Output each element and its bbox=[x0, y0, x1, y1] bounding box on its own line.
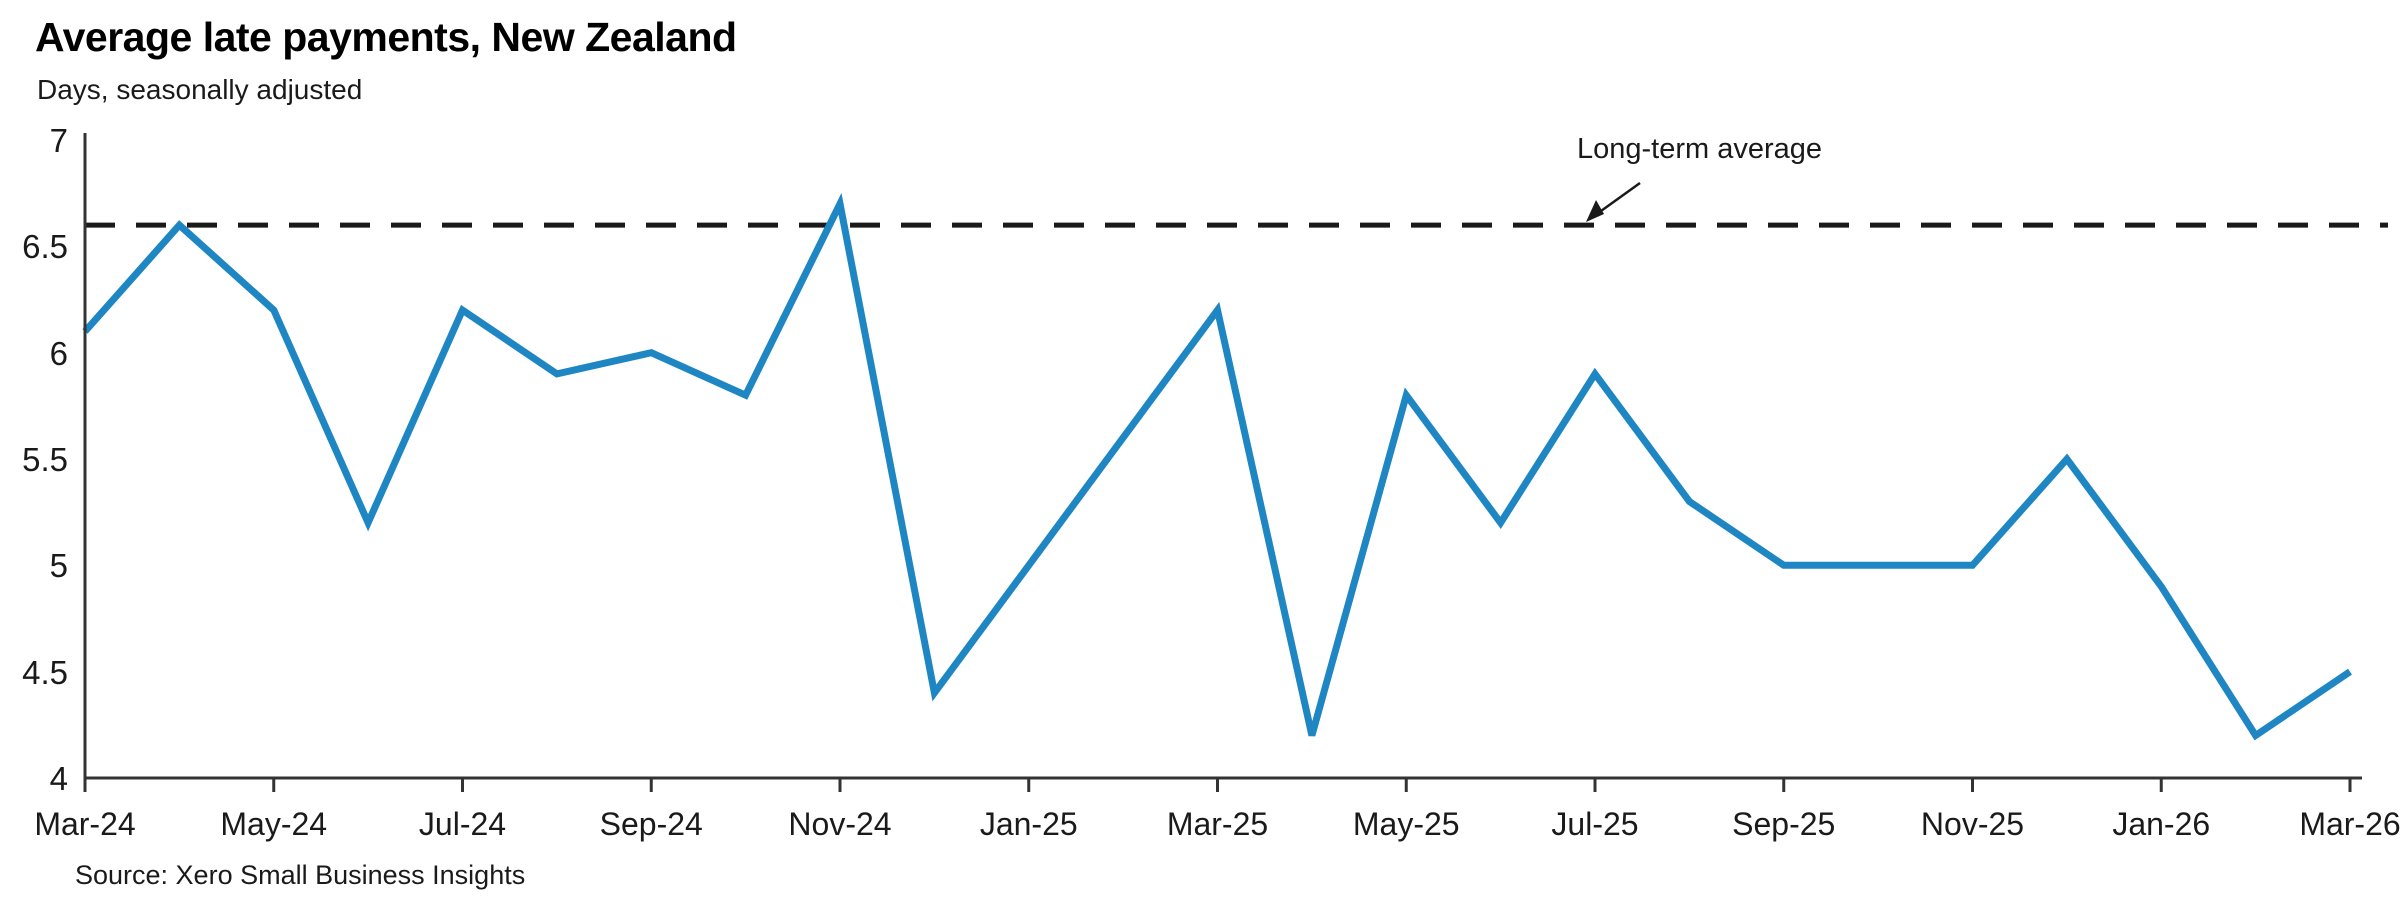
long-term-average-label: Long-term average bbox=[1577, 133, 1823, 165]
x-tick-label: Sep-25 bbox=[1732, 806, 1836, 842]
chart-title: Average late payments, New Zealand bbox=[35, 14, 737, 60]
x-tick-label: Jan-25 bbox=[979, 806, 1078, 842]
y-tick-label: 6.5 bbox=[22, 228, 68, 266]
annotation-arrow bbox=[1586, 181, 1641, 222]
y-tick-label: 5 bbox=[49, 547, 68, 585]
y-tick-label: 4 bbox=[49, 760, 68, 797]
x-tick-label: May-24 bbox=[220, 806, 328, 842]
x-tick-label: Mar-25 bbox=[1166, 806, 1269, 842]
x-tick-label: Jul-25 bbox=[1551, 806, 1639, 842]
x-tick-label: Nov-24 bbox=[788, 806, 892, 842]
x-tick-label: Sep-24 bbox=[599, 806, 703, 842]
late-payments-series-line bbox=[82, 192, 2352, 741]
x-tick-label: May-25 bbox=[1352, 806, 1460, 842]
y-tick-label: 7 bbox=[49, 122, 68, 159]
x-tick-label: Jul-24 bbox=[418, 806, 507, 842]
x-tick-label: Mar-26 bbox=[2299, 806, 2400, 842]
y-tick-label: 6 bbox=[49, 334, 68, 372]
chart-subtitle: Days, seasonally adjusted bbox=[37, 74, 363, 105]
y-tick-label: 4.5 bbox=[22, 653, 68, 691]
source-note: Source: Xero Small Business Insights bbox=[75, 860, 526, 890]
x-axis-ticks bbox=[83, 778, 2352, 792]
x-tick-label: Jan-26 bbox=[2112, 806, 2211, 842]
x-tick-label: Mar-24 bbox=[34, 806, 136, 842]
y-tick-label: 5.5 bbox=[22, 441, 68, 478]
x-tick-label: Nov-25 bbox=[1920, 806, 2025, 842]
